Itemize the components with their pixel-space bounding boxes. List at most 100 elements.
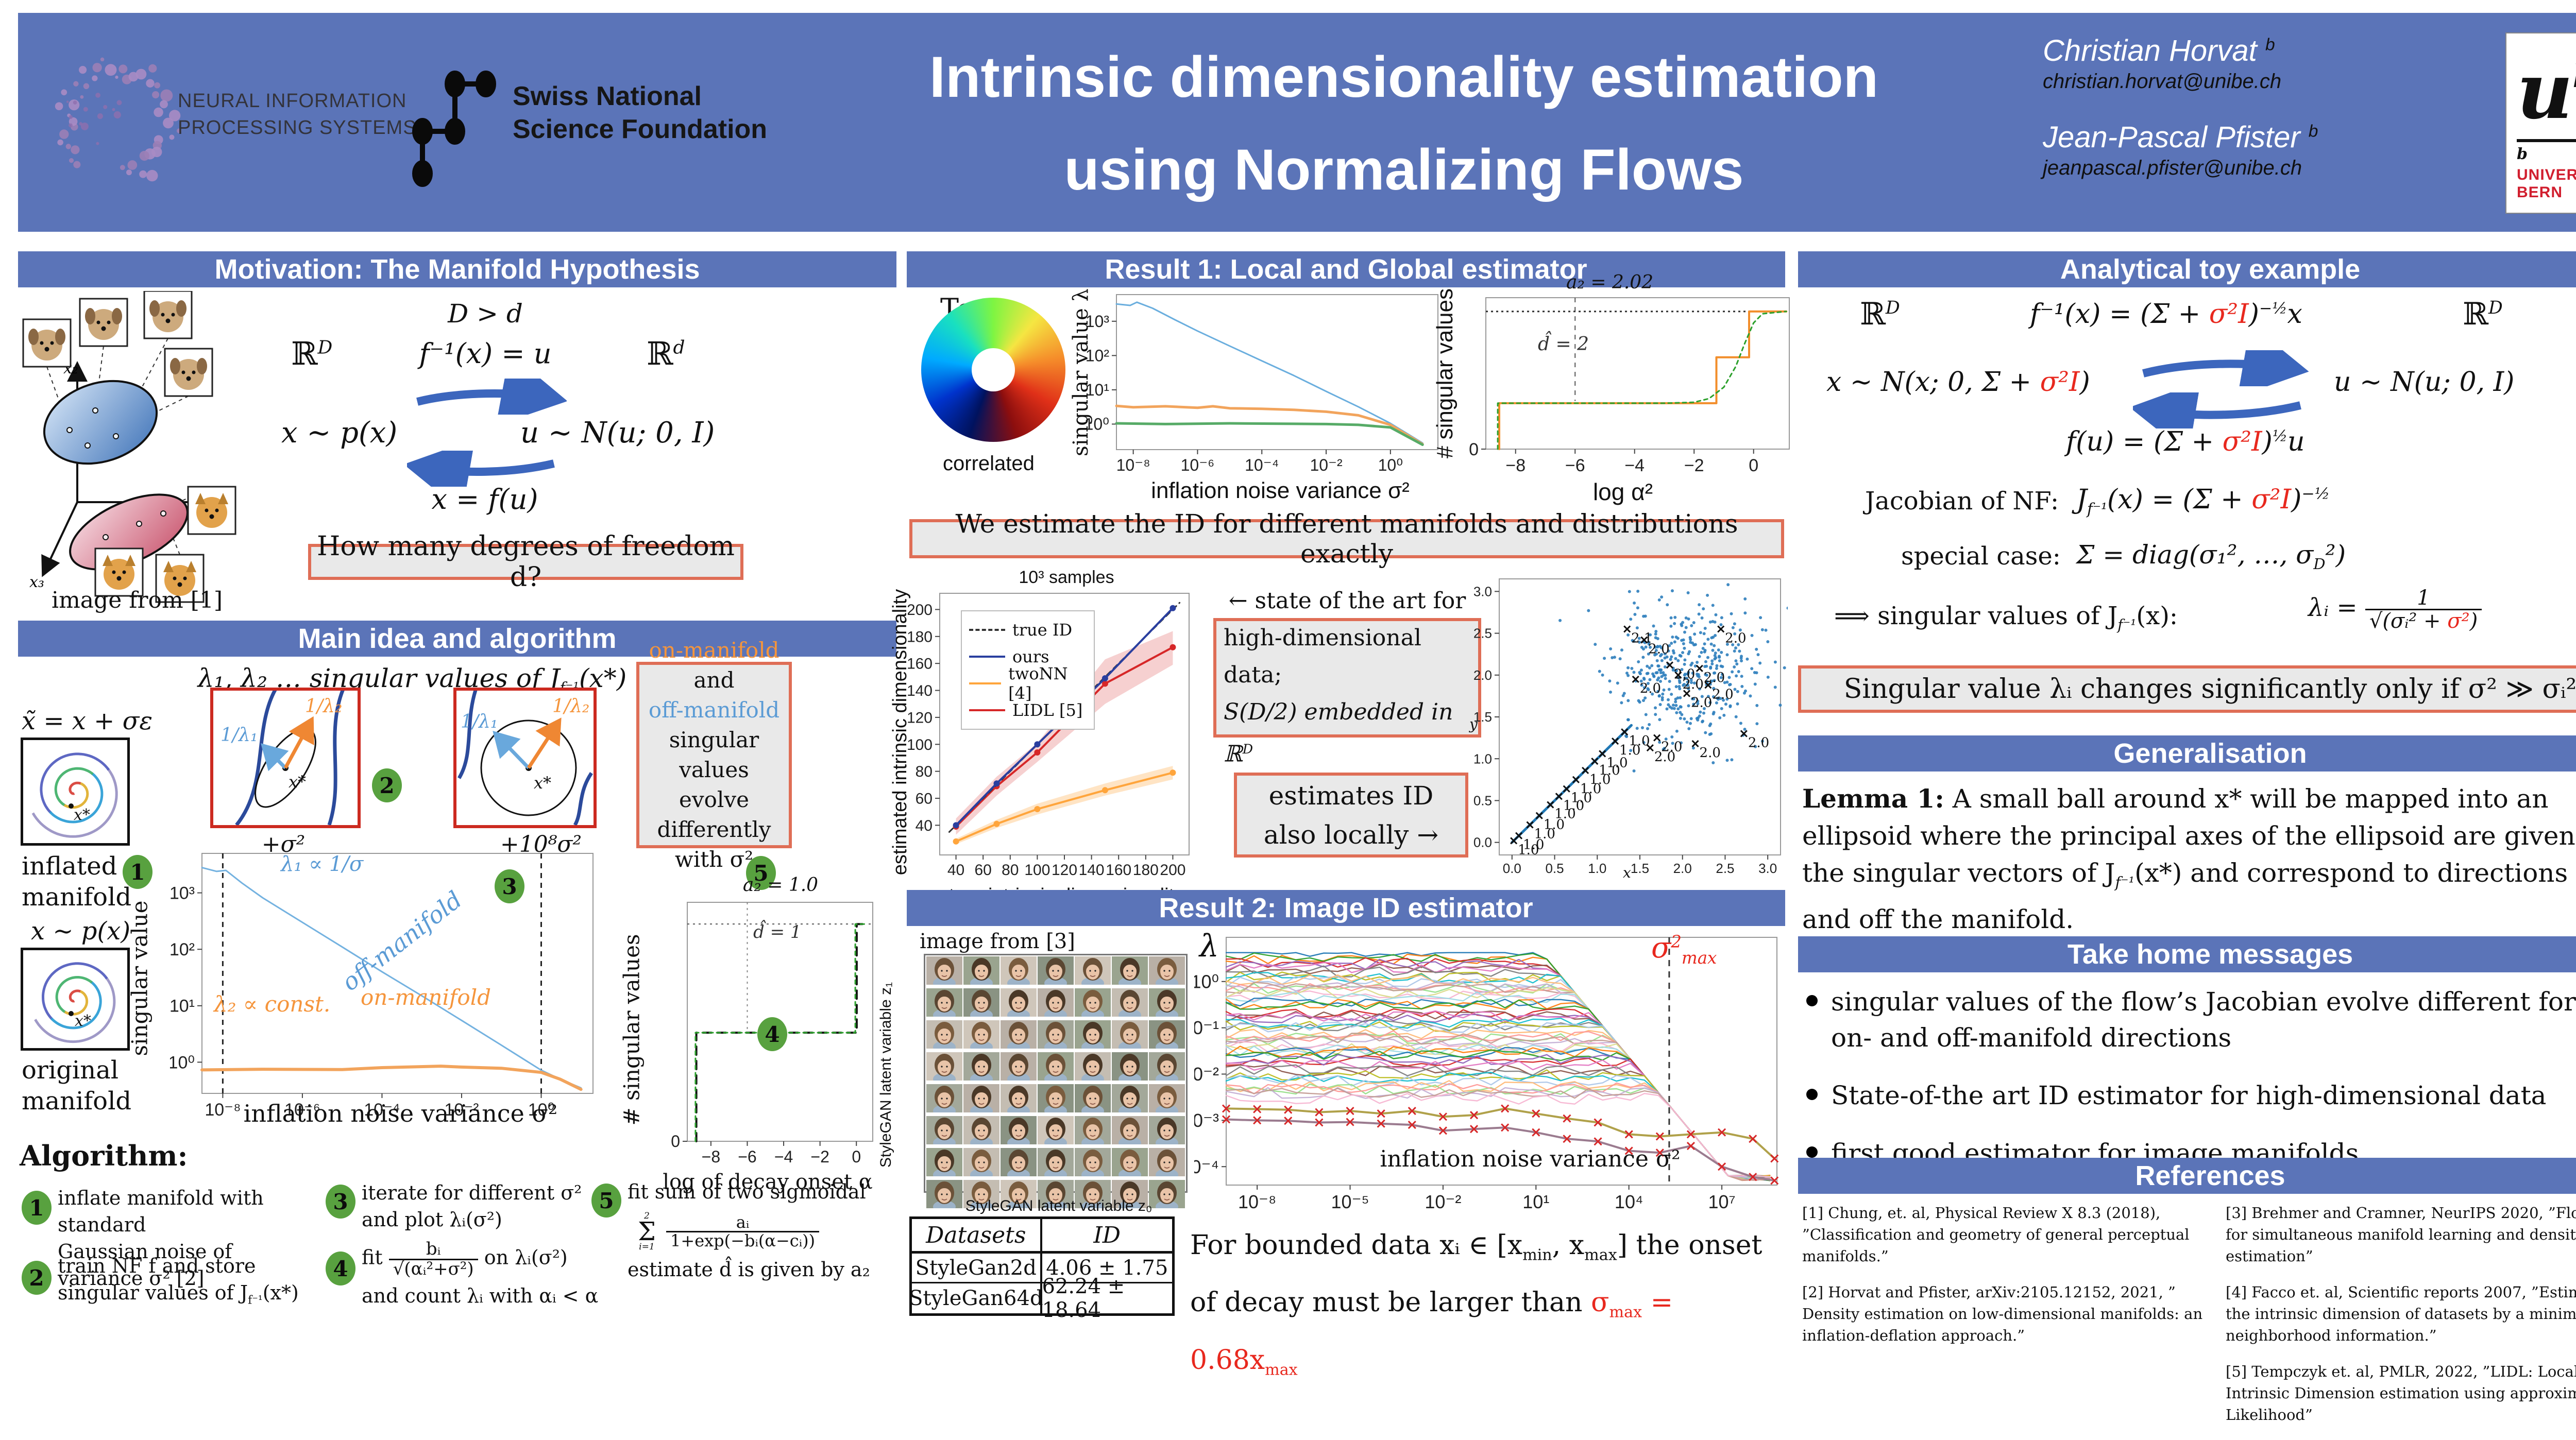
xstar-label: x* xyxy=(75,1012,91,1030)
svg-text:1.0: 1.0 xyxy=(1588,861,1606,876)
stylegan-face-thumb xyxy=(963,1084,999,1117)
estimator-legend: true ID ours twoNN [4] LIDL [5] xyxy=(961,610,1095,730)
result1-banner: We estimate the ID for different manifol… xyxy=(909,509,1784,569)
author-2-name: Jean-Pascal Pfister b xyxy=(2043,121,2318,154)
poster: NEURAL INFORMATION PROCESSING SYSTEMS Sw… xyxy=(18,13,2576,1424)
table-cell: 4.06 ± 1.75 xyxy=(1046,1256,1168,1280)
section-header-motivation: Motivation: The Manifold Hypothesis xyxy=(18,251,896,287)
svg-text:0: 0 xyxy=(852,1147,861,1166)
svg-text:180: 180 xyxy=(908,628,933,645)
faces-ylabel: StyleGAN latent variable z₁ xyxy=(877,982,895,1168)
stylegan-face-thumb xyxy=(1149,988,1185,1021)
stylegan-face-thumb xyxy=(1149,1052,1185,1085)
svg-text:1.0: 1.0 xyxy=(1518,842,1539,858)
badge-5: 5 xyxy=(746,856,776,890)
legend-ours: ours xyxy=(1012,647,1049,666)
xstar-label: x* xyxy=(74,806,90,824)
reference-item: [5] Tempczyk et. al, PMLR, 2022, ”LIDL: … xyxy=(2226,1363,2576,1424)
stylegan-face-thumb xyxy=(1001,1020,1037,1053)
stylegan-face-thumb xyxy=(926,1052,962,1085)
svg-text:1.0: 1.0 xyxy=(1473,751,1492,766)
svg-text:10⁰: 10⁰ xyxy=(528,1100,554,1120)
stylegan-face-thumb xyxy=(1038,1180,1074,1213)
svg-text:−6: −6 xyxy=(738,1147,756,1166)
algo-step-3: iterate for different σ² and plot λᵢ(σ²) xyxy=(362,1181,582,1231)
svg-text:1.0: 1.0 xyxy=(1544,817,1565,833)
stylegan-face-thumb xyxy=(1149,956,1185,989)
svg-text:1.0: 1.0 xyxy=(1563,798,1584,813)
svg-text:10⁻²: 10⁻² xyxy=(444,1100,479,1120)
unibe-u-glyph: u xyxy=(2517,46,2573,136)
faces-xlabel: StyleGAN latent variable z₀ xyxy=(965,1197,1153,1214)
author-2-affil-sup: b xyxy=(2308,122,2318,141)
algorithm-heading: Algorithm: xyxy=(20,1139,188,1172)
svg-text:10⁻⁸: 10⁻⁸ xyxy=(1238,1191,1276,1212)
svg-text:2.0: 2.0 xyxy=(1648,642,1669,657)
take-home-bullet: singular values of the flow’s Jacobian e… xyxy=(1802,984,2576,1056)
inv-lambda2-label: 1/λ₂ xyxy=(552,696,590,717)
svg-text:120: 120 xyxy=(908,709,933,726)
snsf-logo-text: Swiss National Science Foundation xyxy=(513,80,767,146)
svg-text:−2: −2 xyxy=(1684,456,1704,475)
stylegan-face-thumb xyxy=(963,1148,999,1181)
stylegan-face-thumb xyxy=(1075,956,1111,989)
author-1-email: christian.horvat@unibe.ch xyxy=(2043,70,2282,93)
svg-text:10⁻¹: 10⁻¹ xyxy=(1194,1017,1219,1038)
stylegan-face-thumb xyxy=(926,1020,962,1053)
algo-step-1: inflate manifold with standard Gaussian … xyxy=(58,1187,264,1290)
poster-title: Intrinsic dimensionality estimation usin… xyxy=(781,31,2027,216)
stylegan-face-thumb xyxy=(963,1052,999,1085)
main-plot-ylabel: singular value xyxy=(127,900,152,1056)
svg-text:2.0: 2.0 xyxy=(1691,695,1712,711)
stylegan-face-thumb xyxy=(1001,1052,1037,1085)
stylegan-face-thumb xyxy=(926,1148,962,1181)
svg-text:−6: −6 xyxy=(1565,456,1585,475)
svg-text:10⁻⁸: 10⁻⁸ xyxy=(205,1100,241,1120)
legend-true-id: true ID xyxy=(1012,620,1073,640)
table-cell: 62.24 ± 18.64 xyxy=(1042,1275,1125,1322)
author-1-affil-sup: b xyxy=(2265,35,2275,55)
algo-badge-3: 3 xyxy=(326,1185,355,1219)
section-header-generalisation: Generalisation xyxy=(1798,735,2576,772)
ellipse-diagram-large-noise: 1/λ₁ 1/λ₂ x* xyxy=(453,684,597,828)
ann-dhat-1: d̂ = 1 xyxy=(753,922,802,942)
svg-text:−4: −4 xyxy=(774,1147,793,1166)
toy-jacobian-label: Jacobian of NF: xyxy=(1865,487,2059,516)
question-box: How many degrees of freedom d? xyxy=(308,531,743,593)
inflated-manifold-box: x* xyxy=(21,738,130,846)
svg-text:2.0: 2.0 xyxy=(1725,630,1746,646)
eq-x-p: x ∼ p(x) xyxy=(281,416,398,450)
svg-text:1.0: 1.0 xyxy=(1580,781,1601,797)
stylegan-faces-grid xyxy=(924,954,1188,1213)
stylegan-face-thumb xyxy=(1075,1052,1111,1085)
eq-original: x ∼ p(x) xyxy=(31,917,131,946)
toy-special-eq: Σ = diag(σ₁², …, σD²) xyxy=(2076,540,2346,573)
stylegan-face-thumb xyxy=(1001,956,1037,989)
eq-x-f: x = f(u) xyxy=(431,483,538,516)
svg-text:3.0: 3.0 xyxy=(1473,584,1492,599)
toy-special-label: special case: xyxy=(1901,542,2061,571)
svg-text:10¹: 10¹ xyxy=(1086,381,1109,399)
eq-u-N: u ∼ N(u; 0, I) xyxy=(520,416,715,450)
reference-item: [1] Chung, et. al, Physical Review X 8.3… xyxy=(1802,1204,2190,1265)
stylegan-face-thumb xyxy=(963,1180,999,1213)
stylegan-face-thumb xyxy=(1075,1020,1111,1053)
svg-text:10⁻⁴: 10⁻⁴ xyxy=(364,1100,400,1120)
svg-text:100: 100 xyxy=(1024,862,1050,879)
inflated-spiral xyxy=(31,752,118,838)
author-1-name: Christian Horvat b xyxy=(2043,34,2275,67)
lambda-axis-label: λ xyxy=(1199,928,1219,964)
inv-lambda1-label: 1/λ₁ xyxy=(221,725,258,746)
badge-4: 4 xyxy=(757,1017,787,1051)
stylegan-face-thumb xyxy=(1075,1180,1111,1213)
svg-text:80: 80 xyxy=(1002,862,1019,879)
inv-lambda1-label: 1/λ₁ xyxy=(461,711,498,732)
main-step-ylabel: # singular values xyxy=(619,934,645,1126)
stylegan-face-thumb xyxy=(1112,1148,1148,1181)
algo-badge-1: 1 xyxy=(22,1191,52,1225)
svg-text:40: 40 xyxy=(947,862,964,879)
algo-badge-5: 5 xyxy=(591,1184,621,1218)
legend-twonn: twoNN [4] xyxy=(1008,664,1068,703)
svg-text:2.0: 2.0 xyxy=(1654,749,1675,765)
sidebox-on-manifold: on-manifold xyxy=(649,638,779,663)
